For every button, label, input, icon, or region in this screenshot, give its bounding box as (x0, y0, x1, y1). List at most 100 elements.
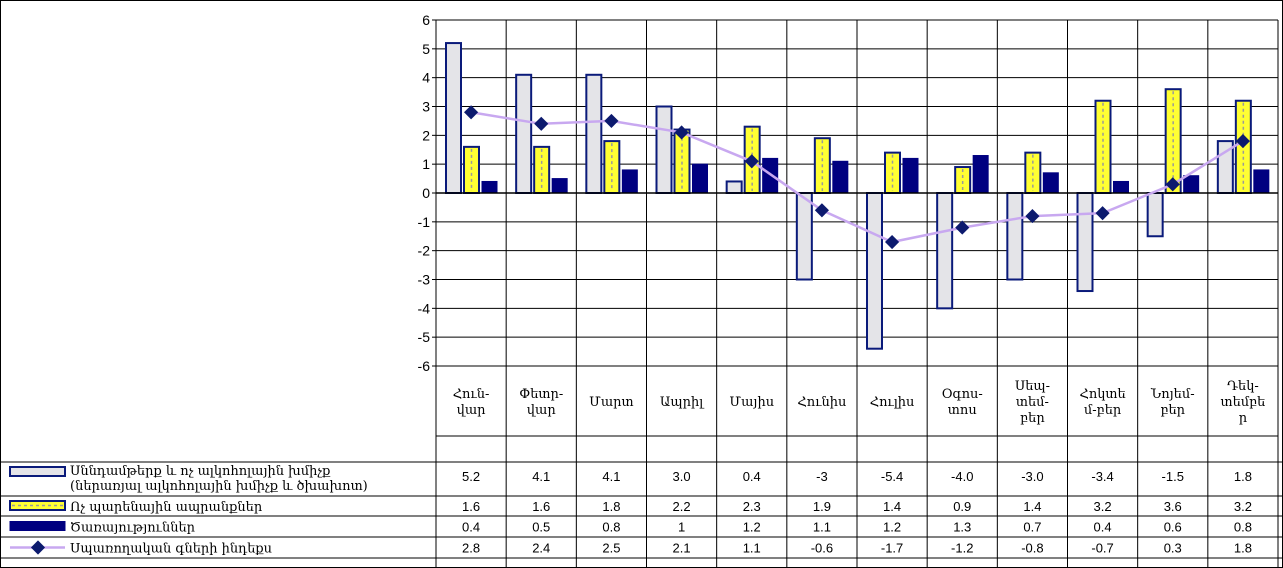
table-cell: 3.0 (673, 469, 691, 484)
bar-services (1183, 175, 1200, 194)
table-cell: 0.5 (532, 520, 550, 535)
table-cell: 0.4 (1094, 520, 1112, 535)
cpi-point (1095, 206, 1110, 221)
table-cell: -5.4 (881, 469, 903, 484)
legend-key-food (9, 466, 66, 477)
month-label-line: վար (527, 403, 557, 418)
month-label-line: Մարտ (589, 395, 633, 410)
cpi-line (464, 105, 1250, 250)
cpi-polyline (470, 111, 1244, 244)
month-label: Դեկ-տեմբե ր (1221, 379, 1266, 426)
table-cell: -1.7 (881, 541, 903, 556)
cpi-point (464, 105, 479, 120)
month-label-line: Մայիս (729, 395, 774, 410)
bar-food (655, 105, 673, 194)
table-cell: 2.8 (462, 541, 480, 556)
month-label-line: վար (457, 403, 487, 418)
month-label-line: Փետր- (519, 387, 563, 402)
bar-services (481, 180, 498, 194)
cpi-point (604, 113, 619, 128)
cpi-point (744, 154, 759, 169)
table-cell: 1.6 (532, 499, 550, 514)
y-tick-label: 2 (422, 127, 430, 143)
bar-food (866, 192, 883, 350)
table-cell: 0.4 (462, 520, 480, 535)
table-cell: -3.4 (1091, 469, 1113, 484)
bar-food (515, 73, 533, 194)
table-cell: 2.4 (532, 541, 550, 556)
series-name-line: (ներառյալ ալկոհոլային խմիչք և ծխախոտ) (70, 479, 368, 494)
month-label-line: Հունիս (797, 395, 846, 410)
month-label-line: տոս (948, 403, 977, 418)
bar-food (585, 73, 603, 194)
y-axis: 6 5 4 3 2 1 0 -1 -2 -3 -4 -5 -6 (418, 12, 436, 374)
bar-food (795, 192, 813, 281)
table-cell: 3.2 (1234, 499, 1252, 514)
table-cell: 0.7 (1023, 520, 1041, 535)
table-cell: -0.6 (811, 541, 833, 556)
table-cell: 0.8 (1234, 520, 1252, 535)
cpi-point (814, 203, 829, 218)
table-cell: 4.1 (532, 469, 550, 484)
y-tick-label: 3 (422, 99, 430, 115)
table-cell: 1.2 (743, 520, 761, 535)
month-label-line: Հուն- (453, 387, 490, 402)
bar-services (1113, 180, 1129, 194)
table-cell: 5.2 (462, 469, 480, 484)
table-cell: 1.8 (1234, 469, 1252, 484)
y-tick-label: -3 (418, 272, 431, 288)
series-name-line: Սննդամթերք և ոչ ալկոհոլային խմիչք (70, 464, 331, 479)
table-cell: 4.1 (602, 469, 620, 484)
bar-services (1253, 169, 1270, 194)
bar-food (1076, 192, 1094, 293)
table-cell: 2.5 (602, 541, 620, 556)
bar-food (936, 192, 954, 310)
table-cell: 1.3 (953, 520, 971, 535)
table-cell: -0.8 (1021, 541, 1043, 556)
month-label: Հուլիս (870, 395, 915, 410)
bar-services (902, 157, 919, 194)
bar-food (725, 180, 743, 194)
table-cell: 1.6 (462, 499, 480, 514)
cpi-point (1235, 134, 1250, 149)
data-table: Սննդամթերք և ոչ ալկոհոլային խմիչք (ներառյ… (0, 435, 1282, 559)
bar-food (445, 42, 462, 194)
y-tick-label: -6 (418, 358, 431, 374)
table-cell: 0.8 (602, 520, 620, 535)
month-label: Սեպ-տեմ-բեր (1015, 379, 1050, 426)
month-label: Ապրիլ (660, 395, 705, 410)
bar-services (551, 178, 568, 194)
legend-key-services (9, 521, 66, 531)
table-cell: 0.3 (1164, 541, 1182, 556)
month-label: Հոկտե մ-բեր (1079, 387, 1125, 418)
table-cell: 2.1 (673, 541, 691, 556)
bar-services (621, 169, 638, 194)
month-label-line: բեր (1020, 411, 1045, 426)
table-cell: -3.0 (1021, 469, 1043, 484)
month-label-line: ր (1239, 411, 1248, 426)
y-tick-label: -4 (418, 300, 431, 316)
month-label-line: Հուլիս (870, 395, 915, 410)
cpi-point (534, 116, 549, 131)
table-cell: -4.0 (951, 469, 973, 484)
bar-services (762, 157, 779, 194)
y-tick-label: 5 (422, 41, 430, 57)
table-cell: 3.6 (1164, 499, 1182, 514)
month-label-line: տեմբե (1221, 395, 1266, 410)
month-label: Հուն-վար (453, 387, 490, 418)
table-cell: -3 (816, 469, 828, 484)
table-cell: 0.4 (743, 469, 761, 484)
month-label-line: Հոկտե (1079, 387, 1125, 402)
month-label: Հունիս (797, 395, 846, 410)
month-label-line: Սեպ- (1015, 379, 1050, 394)
cpi-point (955, 220, 970, 235)
bar-services (972, 155, 989, 194)
table-cell: 1 (678, 520, 685, 535)
month-label: Մարտ (589, 395, 633, 410)
month-label-line: մ-բեր (1084, 403, 1122, 418)
month-label-line: տեմ- (1016, 395, 1049, 410)
y-tick-label: 6 (422, 12, 430, 28)
